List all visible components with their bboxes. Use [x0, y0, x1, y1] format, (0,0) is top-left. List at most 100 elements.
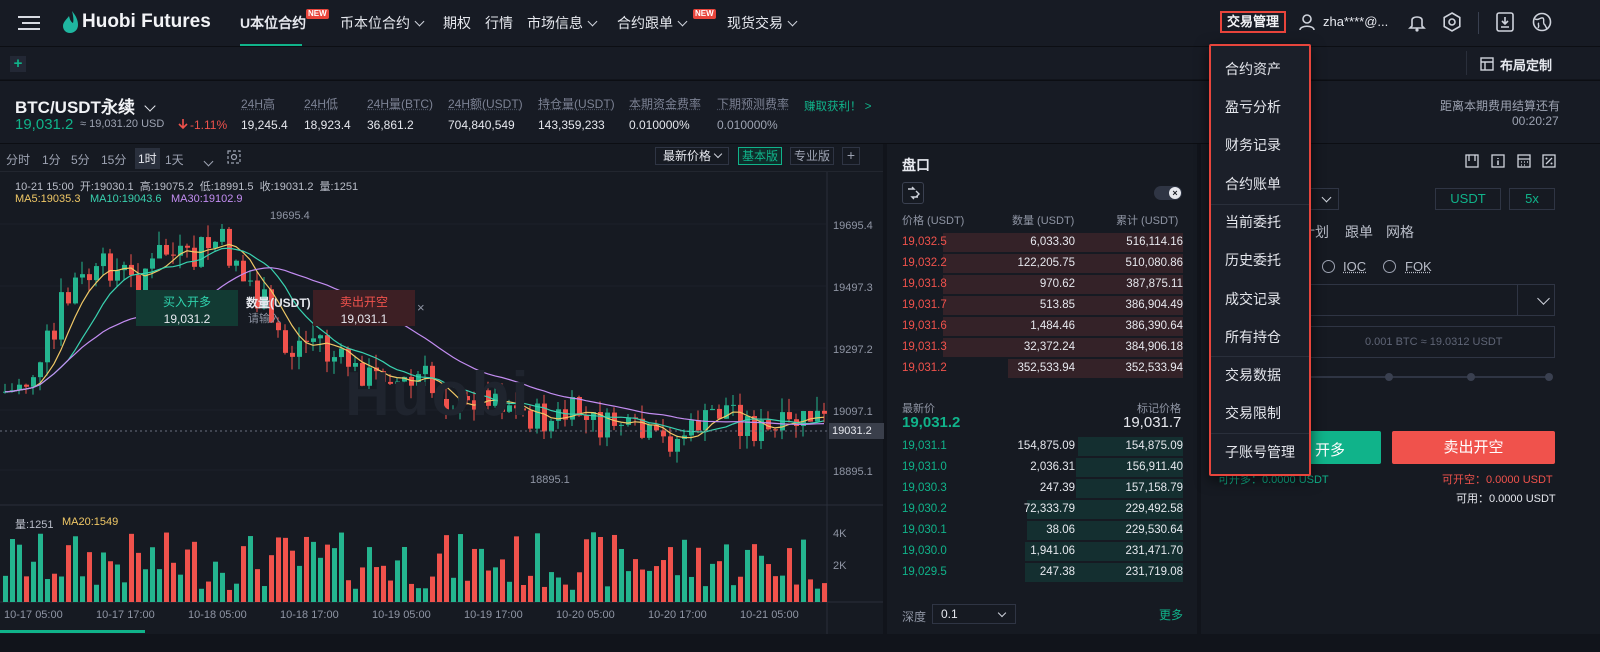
- nav-market-info[interactable]: 市场信息: [527, 13, 598, 33]
- order-book-row[interactable]: 19,030.2 72,333.79 229,492.58: [887, 499, 1197, 520]
- candle-body: [297, 340, 302, 357]
- symbol-selector[interactable]: BTC/USDT永续: [15, 93, 156, 118]
- merge-toggle-switch[interactable]: ×: [1154, 186, 1182, 200]
- fok-radio[interactable]: [1383, 260, 1396, 273]
- chart-scroll-bar[interactable]: [0, 630, 145, 633]
- order-book-row[interactable]: 19,031.1 154,875.09 154,875.09: [887, 436, 1197, 457]
- price-type-select[interactable]: 最新价格: [655, 147, 729, 165]
- download-icon[interactable]: [1496, 12, 1514, 35]
- candle-body: [479, 390, 484, 410]
- order-book-row[interactable]: 19,030.1 38.06 229,530.64: [887, 520, 1197, 541]
- menu-item-trade-records[interactable]: 成交记录: [1225, 291, 1281, 307]
- margin-mode-select[interactable]: [1307, 188, 1339, 210]
- order-book-row[interactable]: 19,031.7 513.85 386,904.49: [887, 295, 1197, 316]
- user-account[interactable]: zha****@...: [1323, 14, 1389, 29]
- timeframe-tab[interactable]: 分时: [6, 153, 31, 167]
- order-book-row[interactable]: 19,030.3 247.39 157,158.79: [887, 478, 1197, 499]
- book-view-toggle-icon[interactable]: [902, 182, 924, 204]
- bell-icon[interactable]: [1408, 12, 1426, 35]
- chevron-down-icon[interactable]: [203, 156, 214, 167]
- menu-item-pnl-analysis[interactable]: 盈亏分析: [1225, 99, 1281, 115]
- order-book-row[interactable]: 19,030.0 1,941.06 231,471.70: [887, 541, 1197, 562]
- menu-item-trading-data[interactable]: 交易数据: [1225, 367, 1281, 383]
- settings-icon[interactable]: [1442, 12, 1462, 35]
- order-book-row[interactable]: 19,029.5 247.38 231,719.08: [887, 562, 1197, 583]
- ioc-radio[interactable]: [1322, 260, 1335, 273]
- timeframe-tab-active[interactable]: 1时: [135, 148, 160, 169]
- tab-follow[interactable]: 跟单: [1345, 224, 1373, 240]
- depth-bar: [1026, 500, 1183, 519]
- close-icon[interactable]: ×: [417, 300, 425, 315]
- nav-spot[interactable]: 现货交易: [727, 13, 798, 33]
- menu-item-order-history[interactable]: 历史委托: [1225, 252, 1281, 268]
- quick-qty-input[interactable]: 请输入: [248, 313, 281, 325]
- percent-icon[interactable]: [1542, 154, 1556, 171]
- buy-open-long-button[interactable]: 开多: [1307, 431, 1381, 464]
- menu-item-sub-accounts[interactable]: 子账号管理: [1225, 444, 1295, 460]
- info-icon[interactable]: [1491, 154, 1505, 171]
- chevron-down-icon[interactable]: [1537, 292, 1550, 305]
- sell-open-short-button[interactable]: 卖出开空: [1392, 431, 1555, 464]
- layout-icon[interactable]: [1480, 57, 1494, 74]
- huobi-logo-icon[interactable]: [62, 10, 80, 34]
- ma5-line: [4, 243, 825, 439]
- price-input[interactable]: [1307, 284, 1555, 316]
- calculator-icon[interactable]: [1517, 154, 1531, 171]
- order-book-row[interactable]: 19,031.6 1,484.46 386,390.64: [887, 316, 1197, 337]
- menu-item-open-orders[interactable]: 当前委托: [1225, 214, 1281, 230]
- nav-options[interactable]: 期权: [443, 15, 471, 31]
- menu-item-all-positions[interactable]: 所有持仓: [1225, 329, 1281, 345]
- brand-name[interactable]: Huobi Futures: [82, 11, 211, 32]
- timeframe-tab[interactable]: 1分: [42, 153, 61, 167]
- order-book-row[interactable]: 19,031.8 970.62 387,875.11: [887, 274, 1197, 295]
- indicator-icon[interactable]: [227, 150, 241, 167]
- order-book-row[interactable]: 19,031.0 2,036.31 156,911.40: [887, 457, 1197, 478]
- menu-icon[interactable]: [18, 14, 42, 32]
- nav-coin-contract[interactable]: 币本位合约: [340, 13, 425, 33]
- quick-buy-button[interactable]: 买入开多 19,031.2: [136, 290, 238, 326]
- timeframe-tab[interactable]: 15分: [101, 153, 127, 167]
- globe-icon[interactable]: [1532, 12, 1552, 35]
- order-book-row[interactable]: 19,031.3 32,372.24 384,906.18: [887, 337, 1197, 358]
- currency-select[interactable]: USDT: [1435, 188, 1501, 210]
- basic-view-button[interactable]: 基本版: [738, 147, 782, 165]
- user-icon[interactable]: [1298, 13, 1316, 34]
- timeframe-tab[interactable]: 5分: [71, 153, 90, 167]
- add-indicator-button[interactable]: +: [842, 147, 860, 165]
- add-panel-button[interactable]: +: [10, 56, 26, 72]
- order-book-row[interactable]: 19,031.2 352,533.94 352,533.94: [887, 358, 1197, 379]
- depth-select[interactable]: 0.1: [932, 604, 1016, 624]
- amount-slider[interactable]: [1307, 373, 1553, 381]
- quantity-input[interactable]: 0.001 BTC ≈ 19.0312 USDT: [1307, 326, 1555, 358]
- leverage-select[interactable]: 5x: [1509, 188, 1555, 210]
- candle-body: [549, 420, 554, 432]
- timeframe-tab[interactable]: 1天: [165, 153, 184, 167]
- menu-item-contract-bills[interactable]: 合约账单: [1225, 176, 1281, 192]
- menu-item-financial-records[interactable]: 财务记录: [1225, 137, 1281, 153]
- candle-body: [696, 420, 701, 431]
- top-navigation: Huobi Futures U本位合约 NEW 币本位合约 期权 行情 市场信息…: [0, 0, 1600, 47]
- order-book-row[interactable]: 19,032.5 6,033.30 516,114.16: [887, 232, 1197, 253]
- candle-body: [619, 424, 624, 426]
- slider-step: [1385, 373, 1393, 381]
- volume-bar: [430, 576, 435, 602]
- pro-view-button[interactable]: 专业版: [790, 147, 834, 165]
- menu-item-contract-assets[interactable]: 合约资产: [1225, 61, 1281, 77]
- menu-item-trading-limits[interactable]: 交易限制: [1225, 405, 1281, 421]
- chevron-down-icon: [414, 16, 425, 27]
- more-link[interactable]: 更多: [1159, 608, 1184, 622]
- nav-u-contract[interactable]: U本位合约 NEW: [240, 9, 329, 33]
- earn-link[interactable]: 赚取获利！ >: [804, 101, 872, 113]
- volume-bar: [346, 580, 351, 602]
- nav-copy-trading[interactable]: 合约跟单 NEW: [617, 9, 716, 33]
- stat-value: 18,923.4: [304, 118, 351, 132]
- order-book-row[interactable]: 19,032.2 122,205.75 510,080.86: [887, 253, 1197, 274]
- panel-icon[interactable]: [1465, 154, 1479, 171]
- nav-market[interactable]: 行情: [485, 15, 513, 31]
- trade-management-button[interactable]: 交易管理: [1220, 11, 1286, 33]
- order-book-price: 19,031.8: [902, 278, 947, 290]
- layout-custom-button[interactable]: 布局定制: [1500, 58, 1553, 73]
- order-book-total: 387,875.11: [1126, 278, 1183, 290]
- quick-sell-button[interactable]: 卖出开空 19,031.1: [313, 290, 415, 326]
- tab-grid[interactable]: 网格: [1386, 224, 1414, 240]
